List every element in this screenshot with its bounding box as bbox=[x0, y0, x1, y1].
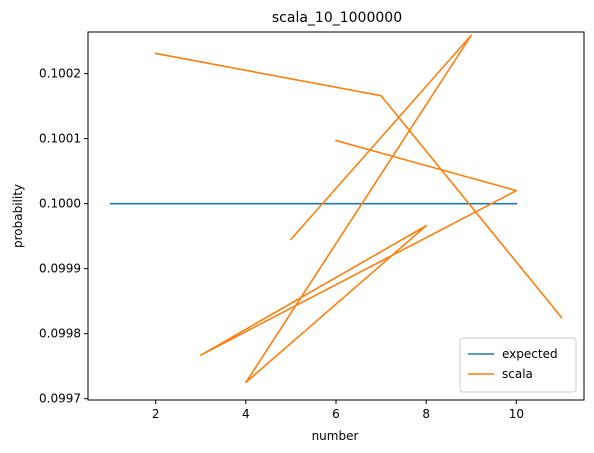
series-line-segment-2 bbox=[154, 52, 563, 319]
y-tick-label: 0.0997 bbox=[39, 392, 81, 406]
x-tick-label: 10 bbox=[509, 407, 524, 421]
axes: 2 4 6 8 10 0.0997 0.0998 0.0999 0.1000 0.1001 0.10… bbox=[39, 31, 585, 421]
legend: expected scala bbox=[459, 337, 577, 393]
x-axis-label: number bbox=[312, 429, 359, 443]
y-axis-label: probability bbox=[11, 184, 25, 248]
legend-label-expected: expected bbox=[502, 347, 558, 361]
legend-label-scala: scala bbox=[502, 367, 533, 381]
chart-title: scala_10_1000000 bbox=[272, 10, 402, 26]
y-tick-label: 0.0999 bbox=[39, 262, 81, 276]
x-tick-label: 6 bbox=[332, 407, 340, 421]
y-tick-label: 0.1001 bbox=[39, 132, 81, 146]
x-tick-label: 8 bbox=[422, 407, 430, 421]
x-tick-label: 4 bbox=[242, 407, 250, 421]
y-tick-label: 0.1002 bbox=[39, 67, 81, 81]
legend-box bbox=[459, 337, 577, 393]
plot-area bbox=[109, 34, 563, 384]
x-tick-label: 2 bbox=[152, 407, 160, 421]
y-tick-label: 0.0998 bbox=[39, 327, 81, 341]
y-tick-label: 0.1000 bbox=[39, 197, 81, 211]
series-line-scala bbox=[199, 34, 518, 384]
